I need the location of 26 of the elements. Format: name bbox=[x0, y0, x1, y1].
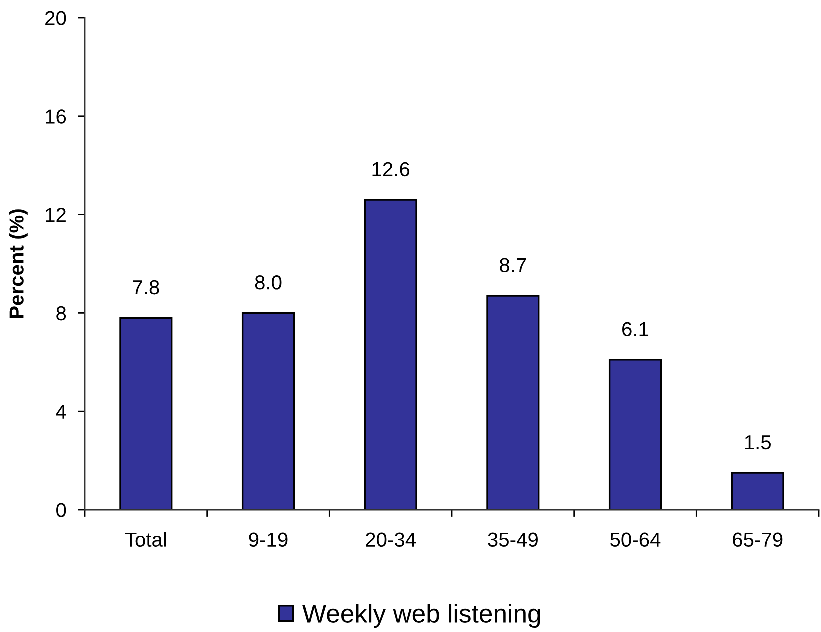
y-tick-label: 8 bbox=[56, 306, 66, 321]
bar bbox=[608, 359, 662, 510]
x-tick-label: 65-79 bbox=[733, 532, 783, 548]
data-label: 8.0 bbox=[255, 276, 282, 290]
x-tick-label: 50-64 bbox=[610, 532, 661, 548]
bar bbox=[242, 312, 296, 510]
y-tick-label: 12 bbox=[46, 208, 66, 222]
data-label: 12.6 bbox=[372, 162, 410, 177]
data-label: 7.8 bbox=[133, 280, 160, 295]
bar bbox=[120, 317, 173, 510]
data-label: 6.1 bbox=[622, 322, 649, 337]
x-tick-label: 9-19 bbox=[249, 532, 288, 548]
y-tick-label: 20 bbox=[46, 11, 66, 26]
bar bbox=[364, 199, 418, 510]
y-tick-label: 16 bbox=[46, 110, 66, 124]
x-tick-label: Total bbox=[125, 532, 166, 548]
data-label: 1.5 bbox=[745, 436, 771, 450]
bar bbox=[486, 295, 540, 510]
data-label: 8.7 bbox=[500, 258, 526, 273]
bar bbox=[731, 472, 784, 510]
y-axis-title: Percent (%) bbox=[9, 210, 28, 318]
y-tick-label: 0 bbox=[56, 503, 66, 518]
legend-label: Weekly web listening bbox=[302, 604, 540, 628]
x-tick-label: 20-34 bbox=[366, 532, 416, 548]
y-tick-label: 4 bbox=[56, 405, 66, 419]
x-tick-label: 35-49 bbox=[488, 532, 538, 548]
